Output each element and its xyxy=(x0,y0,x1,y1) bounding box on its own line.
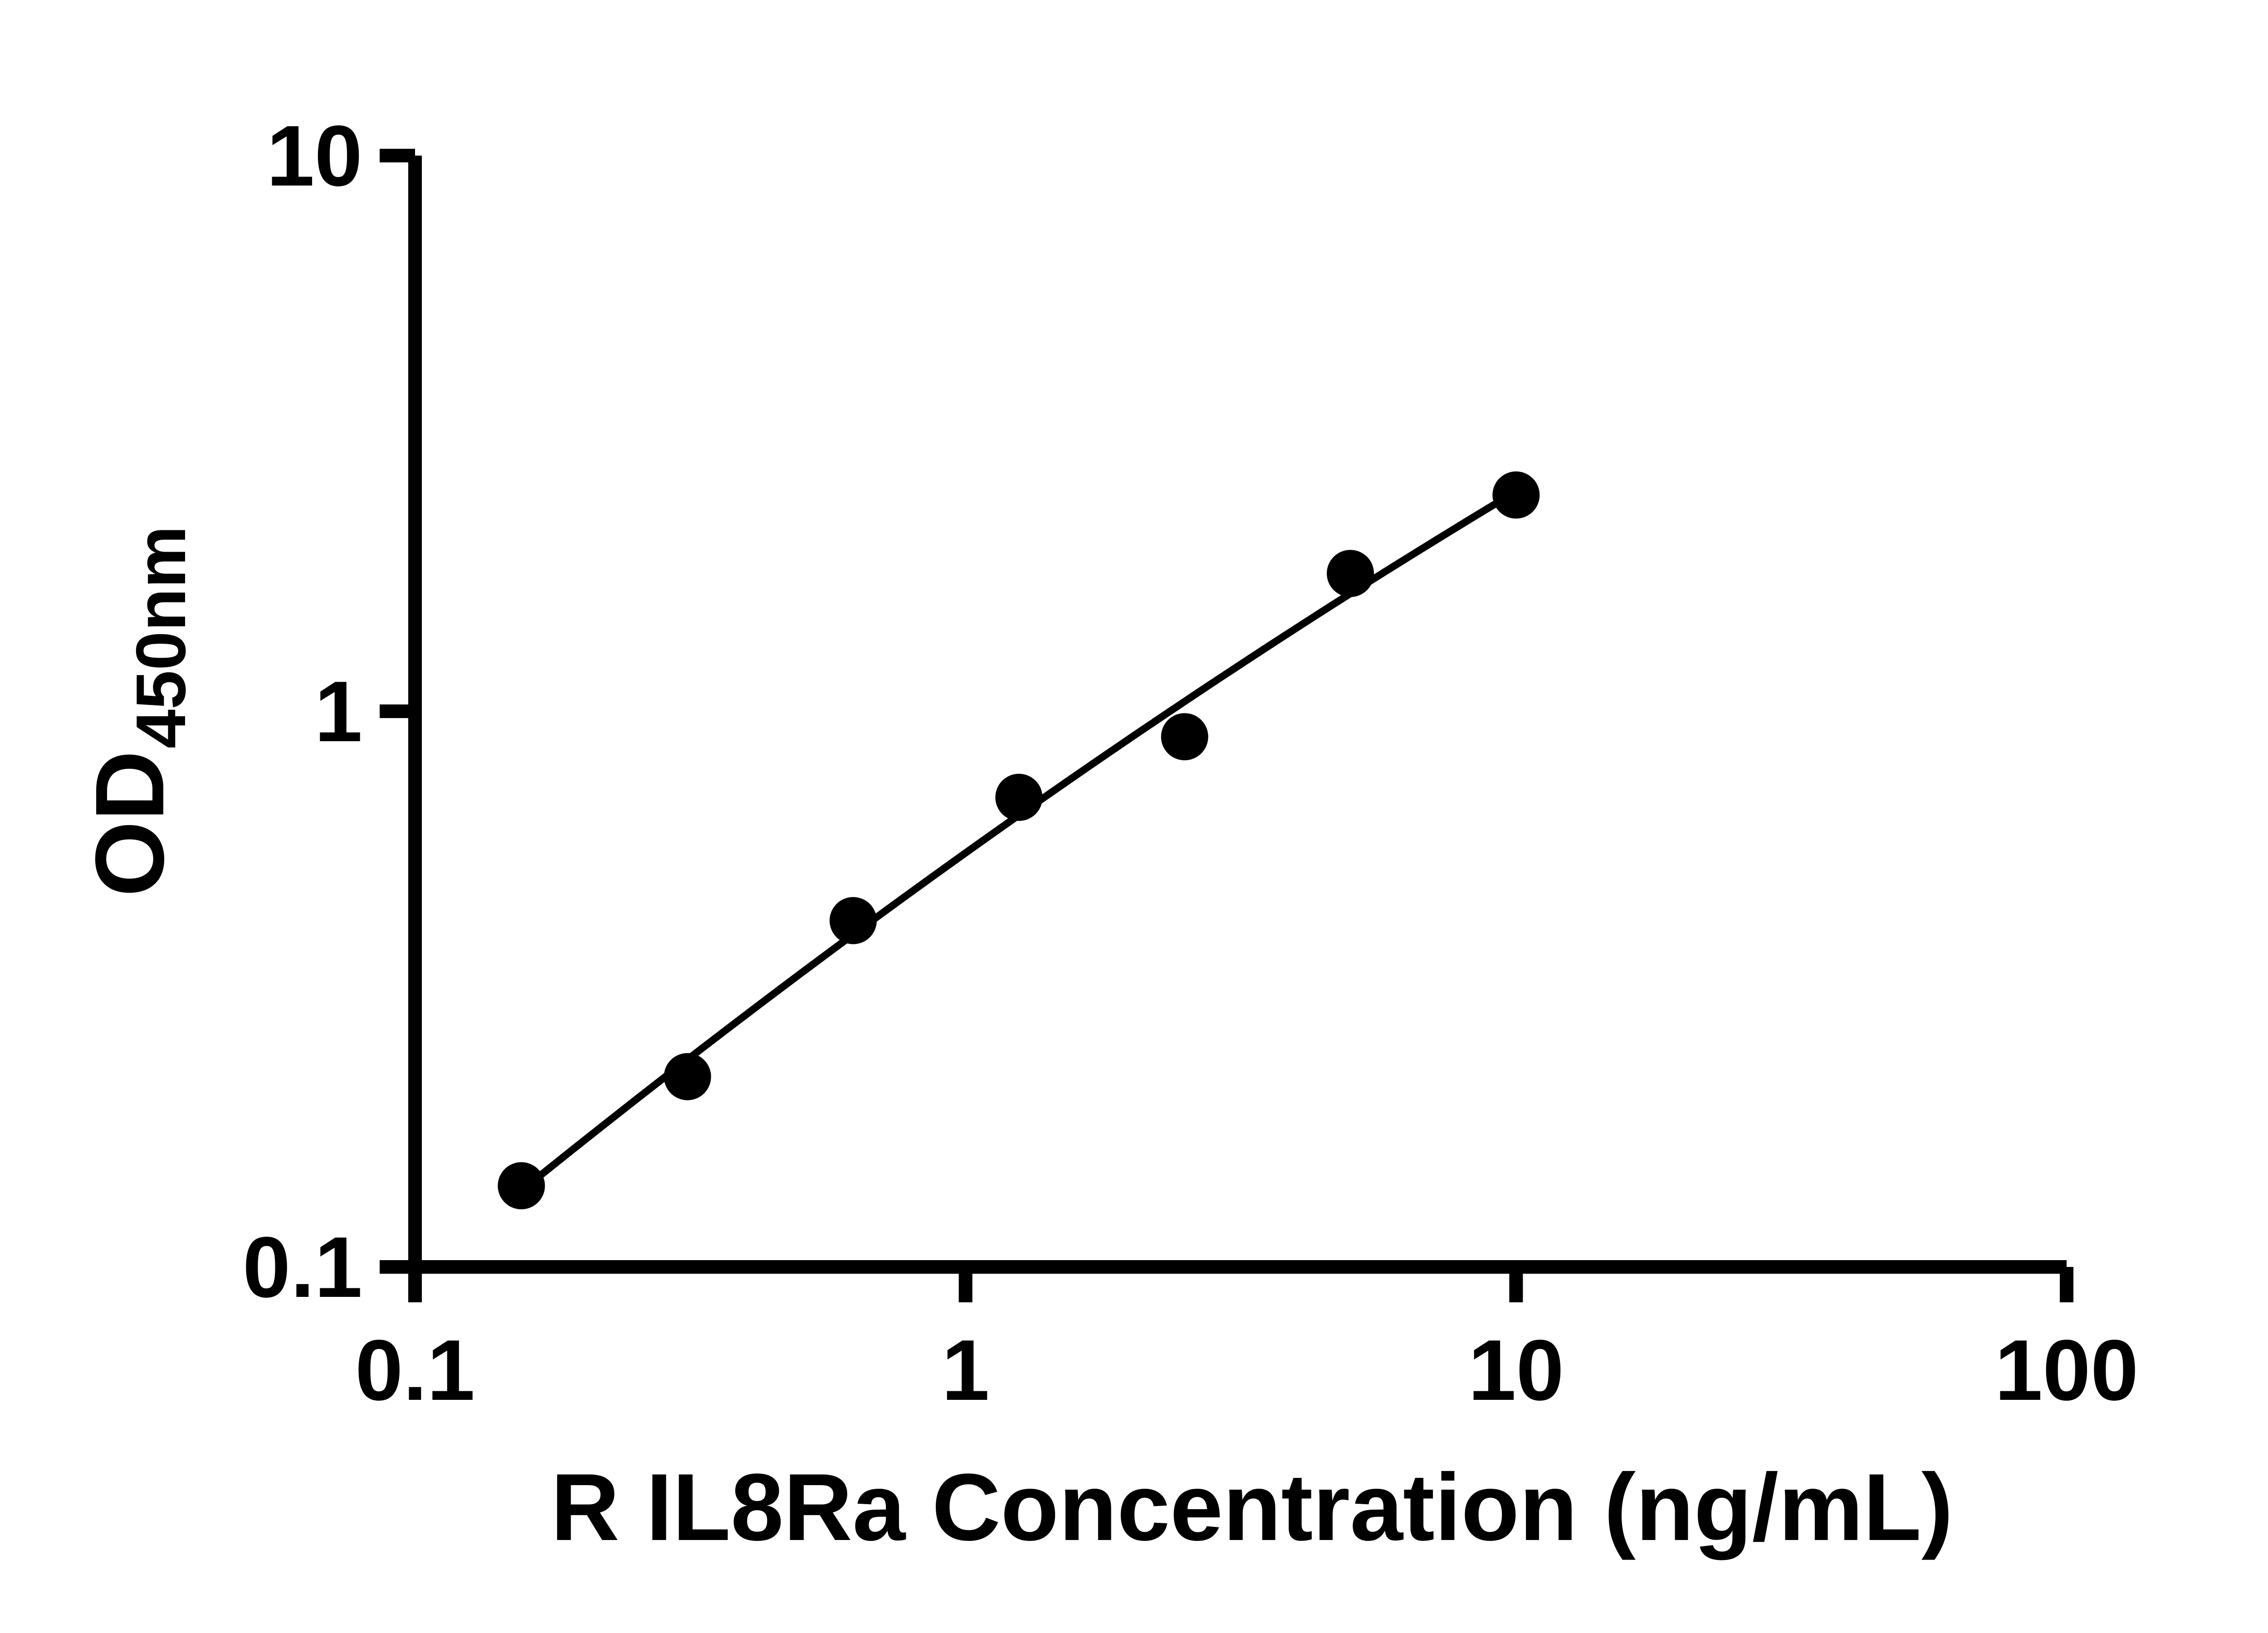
data-point xyxy=(1327,550,1374,597)
y-axis-title: OD 450nm xyxy=(75,526,200,897)
y-axis-title-main: OD xyxy=(75,751,184,897)
data-point xyxy=(829,897,877,944)
x-tick-label: 100 xyxy=(1994,1322,2138,1418)
x-tick-label: 1 xyxy=(942,1322,990,1418)
x-tick-label: 0.1 xyxy=(355,1322,475,1418)
y-tick-label: 1 xyxy=(314,664,362,760)
data-point xyxy=(498,1162,545,1209)
data-point xyxy=(1492,471,1540,519)
x-tick-label: 10 xyxy=(1468,1322,1564,1418)
x-axis-title: R IL8Ra Concentration (ng/mL) xyxy=(551,1454,1953,1560)
data-point xyxy=(664,1053,711,1100)
data-point xyxy=(995,773,1043,821)
data-point xyxy=(1161,713,1208,761)
y-tick-label: 0.1 xyxy=(243,1219,362,1315)
y-axis-title-subscript: 450nm xyxy=(122,526,200,748)
y-tick-label: 10 xyxy=(267,108,362,204)
plot-area: 0.1 1 10 100 0.1 1 10 xyxy=(243,108,2139,1418)
axis-lines xyxy=(408,156,2067,1274)
